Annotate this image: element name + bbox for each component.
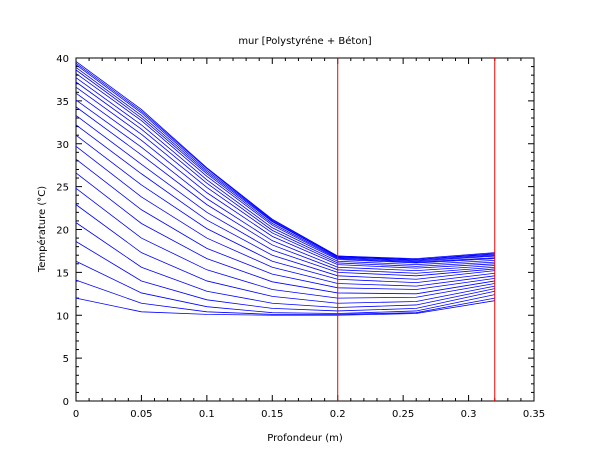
temperature-curve — [75, 260, 495, 314]
y-tick-label: 10 — [56, 311, 69, 322]
temperature-curve — [75, 146, 495, 287]
y-axis-title: Température (°C) — [36, 186, 48, 273]
temperature-curve — [75, 158, 495, 290]
y-tick-label: 25 — [56, 183, 69, 194]
x-tick-label: 0 — [73, 409, 79, 420]
temperature-curve — [75, 124, 495, 280]
temperature-curve — [75, 86, 495, 267]
y-tick-label: 20 — [56, 226, 69, 237]
temperature-curve — [75, 99, 495, 272]
y-tick-label: 5 — [63, 354, 69, 365]
temperature-curve — [75, 134, 495, 284]
temperature-curve — [75, 69, 495, 262]
temperature-curve — [75, 77, 495, 264]
y-tick-label: 40 — [56, 54, 69, 65]
temperature-curve — [75, 61, 495, 260]
chart-title: mur [Polystyréne + Béton] — [238, 35, 371, 47]
x-tick-label: 0.35 — [523, 409, 545, 420]
temperature-curve — [75, 204, 495, 304]
temperature-curve — [75, 115, 495, 277]
temperature-curve — [75, 297, 495, 316]
x-tick-label: 0.05 — [130, 409, 152, 420]
plot-area: 0 0.05 0.1 0.15 0.2 0.25 0.3 0.35 0 5 10 15 20 25 30 35… — [56, 54, 545, 420]
temperature-curve — [75, 73, 495, 263]
y-tick-label: 35 — [56, 97, 69, 108]
x-tick-label: 0.1 — [199, 409, 215, 420]
y-tick-label: 15 — [56, 268, 69, 279]
temperature-curve — [75, 222, 495, 308]
temperature-curve — [75, 92, 495, 269]
x-tick-label: 0.3 — [461, 409, 477, 420]
x-tick-label: 0.25 — [392, 409, 414, 420]
x-tick-label: 0.2 — [330, 409, 346, 420]
temperature-curve — [75, 62, 495, 260]
temperature-curve — [75, 241, 495, 312]
temperature-curve — [75, 172, 495, 295]
temperature-curve — [75, 188, 495, 299]
y-tick-label: 0 — [63, 397, 69, 408]
x-axis-title: Profondeur (m) — [267, 433, 343, 444]
temperature-curve — [75, 67, 495, 261]
temperature-curve — [75, 279, 495, 315]
temperature-curve — [75, 81, 495, 266]
y-tick-label: 30 — [56, 140, 69, 151]
temperature-curve — [75, 106, 495, 274]
x-tick-label: 0.15 — [261, 409, 283, 420]
